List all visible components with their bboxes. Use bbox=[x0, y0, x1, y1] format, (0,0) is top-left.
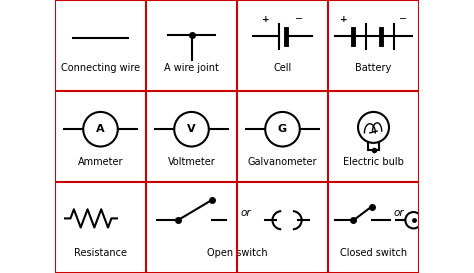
Text: Open switch: Open switch bbox=[207, 248, 267, 258]
Text: Cell: Cell bbox=[273, 63, 292, 73]
Text: −: − bbox=[400, 14, 408, 24]
Text: Connecting wire: Connecting wire bbox=[61, 63, 140, 73]
Text: +: + bbox=[262, 15, 270, 23]
Text: Voltmeter: Voltmeter bbox=[168, 157, 215, 167]
Text: +: + bbox=[340, 15, 347, 23]
Text: Battery: Battery bbox=[356, 63, 392, 73]
Text: Ammeter: Ammeter bbox=[78, 157, 123, 167]
Text: Closed switch: Closed switch bbox=[340, 248, 407, 258]
Text: A wire joint: A wire joint bbox=[164, 63, 219, 73]
Text: Electric bulb: Electric bulb bbox=[343, 157, 404, 167]
Text: or: or bbox=[241, 208, 251, 218]
Text: V: V bbox=[187, 124, 196, 134]
Text: −: − bbox=[295, 14, 303, 24]
Text: A: A bbox=[96, 124, 105, 134]
Text: or: or bbox=[394, 208, 404, 218]
Text: G: G bbox=[278, 124, 287, 134]
Text: Galvanometer: Galvanometer bbox=[248, 157, 317, 167]
Text: Resistance: Resistance bbox=[74, 248, 127, 258]
